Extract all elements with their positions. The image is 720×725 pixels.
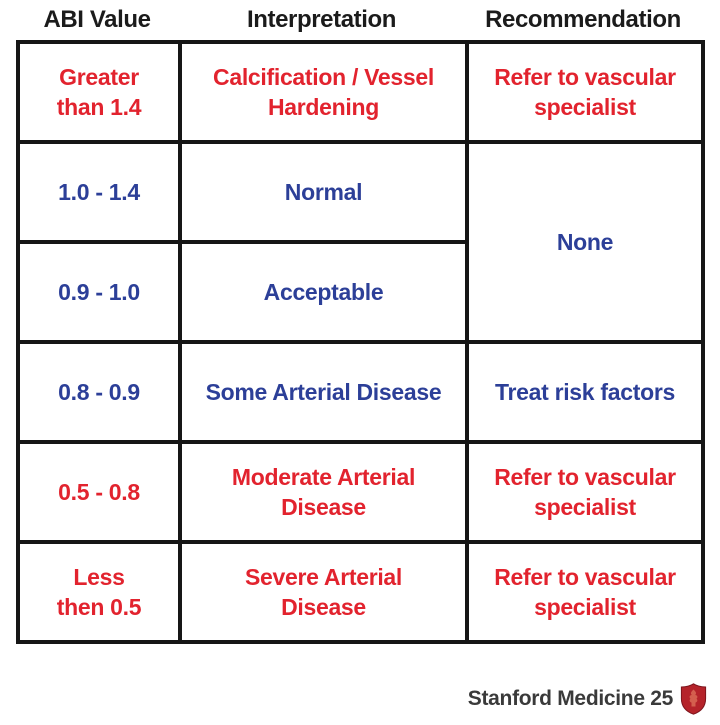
interpretation-cell: Some Arterial Disease (178, 340, 469, 444)
interpretation-cell: Acceptable (178, 240, 469, 344)
table-row: 1.0 - 1.4 Normal None (16, 140, 705, 344)
column-header-recommendation: Recommendation (485, 6, 681, 33)
interpretation-cell: Severe Arterial Disease (178, 540, 469, 644)
footer-brand-label: Stanford Medicine 25 (467, 687, 674, 710)
table-row: 0.9 - 1.0 Acceptable (16, 240, 703, 344)
table-row: Greater than 1.4 Calcification / Vessel … (16, 40, 705, 144)
abi-value-cell: 1.0 - 1.4 (16, 140, 182, 244)
footer-brand: Stanford Medicine 25 (468, 683, 707, 715)
table-row: Less then 0.5 Severe Arterial Disease Re… (16, 540, 705, 644)
abi-interpretation-table: Greater than 1.4 Calcification / Vessel … (16, 40, 705, 644)
abi-value-cell: 0.5 - 0.8 (16, 440, 182, 544)
recommendation-cell: Treat risk factors (465, 340, 705, 444)
recommendation-cell: Refer to vascular specialist (465, 540, 705, 644)
table-row: 0.8 - 0.9 Some Arterial Disease Treat ri… (16, 340, 705, 444)
abi-value-cell: 0.9 - 1.0 (16, 240, 182, 344)
recommendation-cell: Refer to vascular specialist (465, 440, 705, 544)
abi-value-cell: Greater than 1.4 (16, 40, 182, 144)
column-header-abi-value: ABI Value (43, 6, 151, 33)
abi-value-cell: Less then 0.5 (16, 540, 182, 644)
table-row: 0.5 - 0.8 Moderate Arterial Disease Refe… (16, 440, 705, 544)
table-column-headers: ABI Value Interpretation Recommendation (16, 4, 701, 34)
column-header-interpretation: Interpretation (246, 6, 397, 33)
stanford-shield-icon (680, 683, 707, 715)
interpretation-cell: Moderate Arterial Disease (178, 440, 469, 544)
interpretation-cell: Normal (178, 140, 469, 244)
interpretation-cell: Calcification / Vessel Hardening (178, 40, 469, 144)
recommendation-cell: Refer to vascular specialist (465, 40, 705, 144)
abi-value-cell: 0.8 - 0.9 (16, 340, 182, 444)
recommendation-cell-merged: None (465, 140, 705, 344)
